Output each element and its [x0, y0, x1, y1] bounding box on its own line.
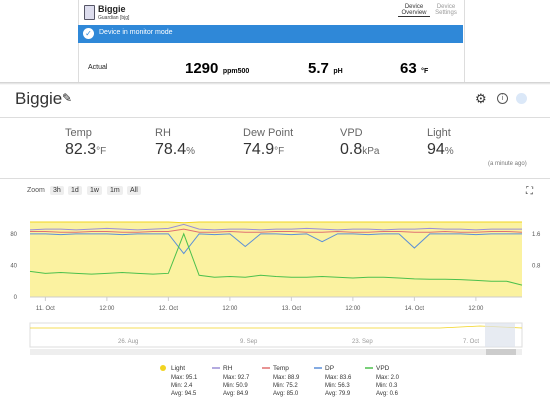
navigator-label: 23. Sep [352, 339, 373, 345]
legend-stat: Avg: 84.9 [223, 391, 249, 397]
stat-value: 82.3°F [65, 141, 107, 158]
zoom-label: Zoom [27, 187, 45, 194]
legend-name: Light [171, 365, 185, 372]
y2-tick-label: 1.6 [532, 232, 541, 238]
tab-settings[interactable]: Device Settings [435, 4, 457, 16]
x-tick-label: 11. Oct [36, 306, 55, 312]
reading-value: 1290 [185, 60, 219, 77]
zoom-button[interactable]: 3h [50, 186, 64, 195]
scrollbar-thumb [486, 349, 516, 355]
legend-stat: Min: 0.3 [376, 383, 398, 389]
updated-time: (a minute ago) [488, 161, 527, 167]
fullscreen-icon[interactable]: ⛶ [526, 186, 533, 197]
reading-unit: ppm500 [222, 68, 250, 75]
line [29, 232, 523, 286]
settings-icon[interactable]: ⚙ [475, 91, 487, 106]
divider [0, 117, 550, 118]
actual-label: Actual [88, 64, 108, 71]
y-tick-label: 80 [10, 232, 17, 238]
navigator [29, 322, 523, 348]
divider [0, 82, 550, 85]
stat-unit: % [444, 146, 454, 157]
legend-stat: Max: 2.0 [376, 375, 400, 381]
line [30, 228, 523, 233]
x-tick-label: 12. Oct [159, 306, 179, 312]
actual-reading: 5.7 pH [308, 60, 343, 78]
stat-label: Light [427, 127, 451, 139]
divider [0, 178, 550, 179]
navigator-window [485, 323, 515, 347]
stat-label: Dew Point [243, 127, 294, 139]
x-tick-label: 13. Oct [282, 306, 302, 312]
stat-value: 78.4% [155, 141, 196, 158]
zoom-button[interactable]: 1m [107, 186, 123, 195]
stat-value: 94% [427, 141, 454, 158]
stat-unit: °F [274, 146, 285, 157]
stat-unit: % [186, 146, 196, 157]
actual-reading: 1290 ppm500 [185, 60, 249, 78]
device-icon [84, 5, 95, 20]
stat-label: RH [155, 127, 171, 139]
reading-value: 63 [400, 60, 417, 77]
banner [78, 25, 463, 43]
stat-unit: °F [96, 146, 107, 157]
legend-stat: Avg: 0.6 [376, 391, 399, 397]
tab-overview[interactable]: Device Overview [398, 4, 430, 17]
legend-stat: Max: 95.1 [171, 375, 198, 381]
stat-unit: kPa [362, 146, 380, 157]
zoom-button[interactable]: 1w [87, 186, 102, 195]
line [30, 233, 522, 255]
legend-stat: Max: 83.6 [325, 375, 352, 381]
x-tick-label: 12:00 [345, 306, 361, 312]
legend-name: RH [223, 365, 233, 372]
zoom-button[interactable]: 1d [68, 186, 82, 195]
stat-value: 74.9°F [243, 141, 285, 158]
legend-stat: Max: 92.7 [223, 375, 250, 381]
legend-name: VPD [376, 365, 390, 372]
area [30, 222, 522, 297]
line [29, 223, 522, 231]
legend-stat: Avg: 94.5 [171, 391, 197, 397]
reading-value: 5.7 [308, 60, 329, 77]
reading-unit: pH [333, 68, 343, 75]
legend-stat: Min: 56.3 [325, 383, 350, 389]
navigator-label: 9. Sep [240, 339, 258, 345]
x-tick-label: 12:00 [99, 306, 115, 312]
legend-stat: Avg: 79.9 [325, 391, 351, 397]
reading-unit: °F [421, 68, 429, 75]
legend-name: DP [325, 365, 334, 372]
status-dot [516, 93, 527, 104]
stat-value: 0.8kPa [340, 141, 380, 158]
legend-marker [160, 365, 166, 371]
banner-text: Device in monitor mode [99, 29, 173, 36]
check-icon: ✓ [83, 28, 94, 39]
scrollbar [30, 349, 522, 355]
actual-reading: 63 °F [400, 60, 428, 78]
navigator-label: 7. Oct [463, 339, 479, 345]
x-tick-label: 14. Oct [405, 306, 425, 312]
edit-icon[interactable]: ✎ [62, 91, 73, 105]
legend-stat: Max: 88.9 [273, 375, 300, 381]
page-title: Biggie [15, 89, 63, 108]
stat-label: Temp [65, 127, 92, 139]
x-tick-label: 12:00 [468, 306, 484, 312]
legend-stat: Min: 50.9 [223, 383, 248, 389]
navigator-label: 26. Aug [118, 339, 138, 345]
info-icon[interactable]: i [497, 93, 508, 104]
legend-name: Temp [273, 365, 289, 372]
y2-tick-label: 0.8 [532, 263, 541, 269]
legend-stat: Min: 75.2 [273, 383, 298, 389]
legend-stat: Avg: 85.0 [273, 391, 299, 397]
line [30, 221, 522, 224]
y-tick-label: 40 [10, 263, 17, 269]
zoom-button[interactable]: All [127, 186, 141, 195]
device-model: Guardian [bjg] [98, 15, 130, 21]
legend-stat: Min: 2.4 [171, 383, 193, 389]
x-tick-label: 12:00 [222, 306, 238, 312]
device-name: Biggie [98, 4, 126, 14]
stat-label: VPD [340, 127, 363, 139]
y-tick-label: 0 [14, 295, 18, 301]
